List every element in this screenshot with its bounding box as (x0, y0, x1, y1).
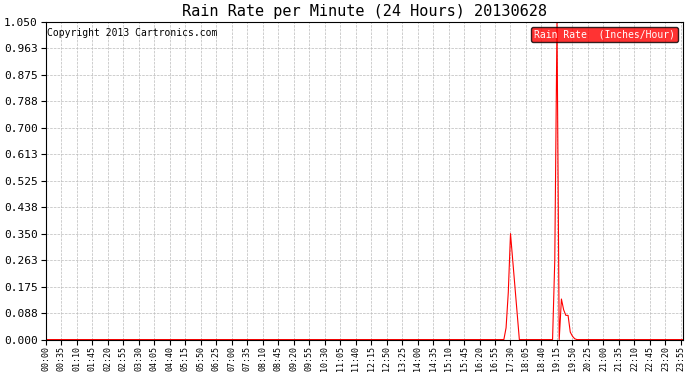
Text: Copyright 2013 Cartronics.com: Copyright 2013 Cartronics.com (47, 28, 217, 38)
Title: Rain Rate per Minute (24 Hours) 20130628: Rain Rate per Minute (24 Hours) 20130628 (182, 4, 547, 19)
Legend: Rain Rate  (Inches/Hour): Rain Rate (Inches/Hour) (531, 27, 678, 42)
